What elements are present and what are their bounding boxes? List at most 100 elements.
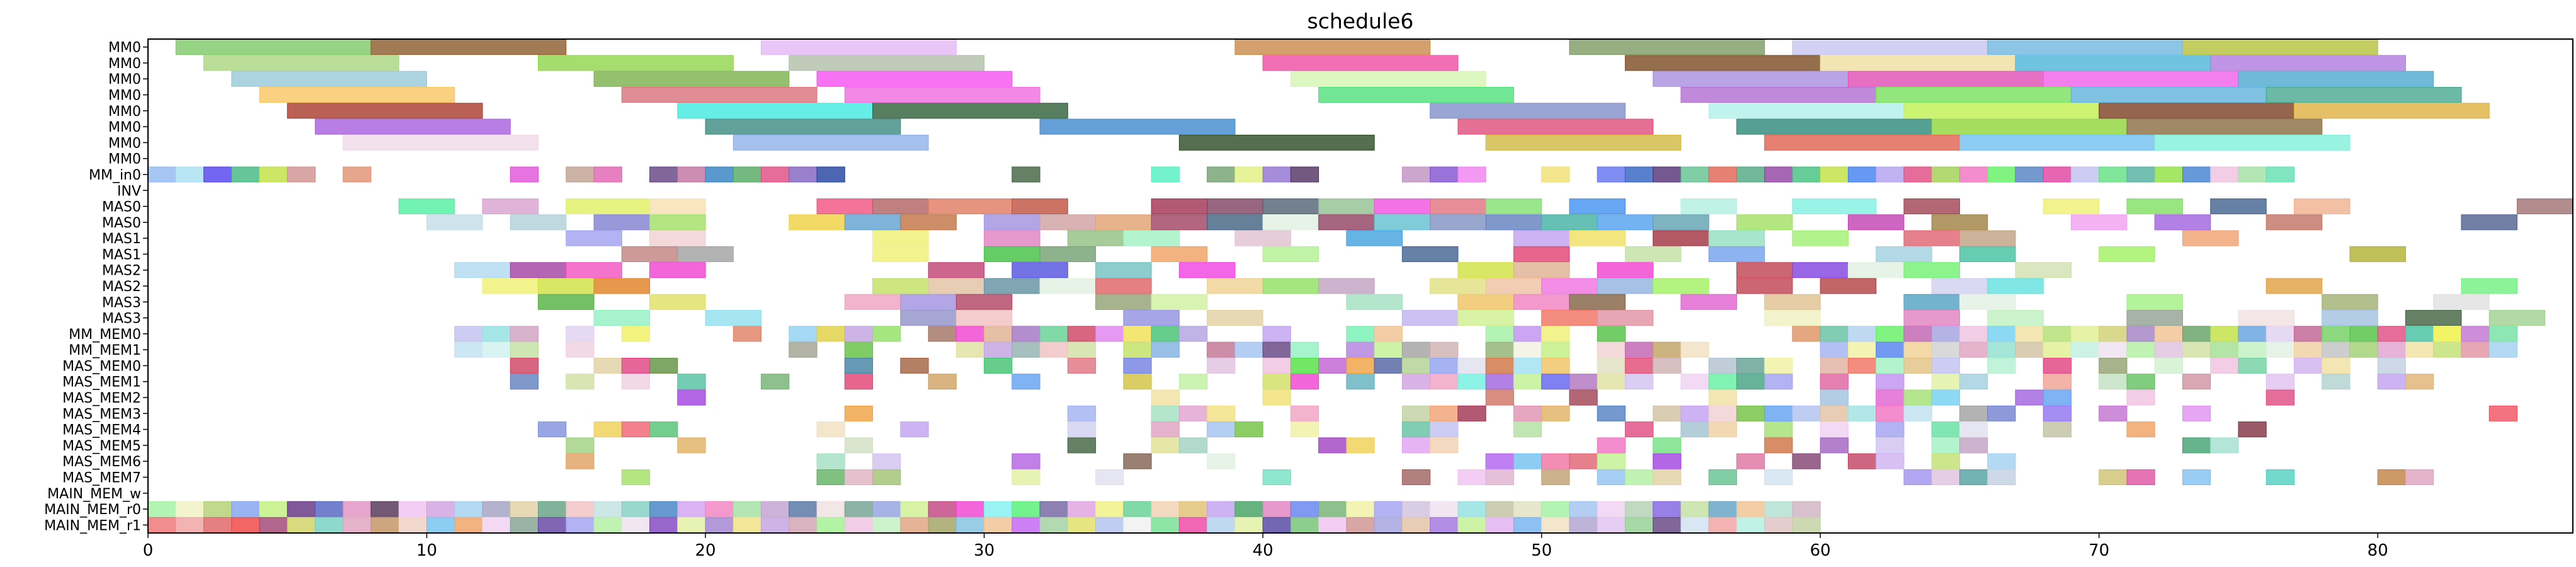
task-bar (1485, 198, 1542, 215)
task-bar (761, 517, 790, 533)
task-bar (872, 230, 929, 246)
task-bar (2349, 326, 2378, 342)
task-bar (1624, 501, 1654, 517)
task-bar (2461, 326, 2490, 342)
task-bar (1708, 230, 1765, 246)
task-bar (1067, 357, 1097, 374)
task-bar (2070, 326, 2100, 342)
y-tick-label: MAS_MEM2 (62, 391, 141, 406)
task-bar (2126, 310, 2183, 326)
task-bar (1876, 421, 1905, 438)
task-bar (621, 357, 651, 374)
task-bar (1290, 405, 1319, 421)
task-bar (1597, 501, 1626, 517)
task-bar (1178, 326, 1208, 342)
task-bar (705, 310, 762, 326)
task-bar (2015, 326, 2044, 342)
task-bar (538, 501, 567, 517)
task-bar (2126, 326, 2155, 342)
task-bar (1374, 357, 1403, 374)
task-bar (426, 214, 483, 231)
task-bar (2238, 71, 2434, 87)
task-bar (1708, 166, 1737, 183)
task-bar (1290, 421, 1319, 438)
task-bar (2433, 294, 2490, 310)
task-bar (1847, 262, 1905, 278)
task-bar (2210, 55, 2406, 71)
task-bar (2265, 389, 2294, 406)
task-bar (1207, 278, 1263, 294)
task-bar (677, 374, 706, 390)
task-bar (370, 501, 399, 517)
task-bar (677, 517, 706, 533)
task-bar (1597, 262, 1654, 278)
task-bar (510, 326, 539, 342)
task-bar (1987, 453, 2016, 469)
task-bar (1736, 501, 1765, 517)
task-bar (1485, 389, 1514, 406)
task-bar (928, 262, 985, 278)
task-bar (1457, 294, 1514, 310)
task-bar (1736, 166, 1765, 183)
task-bar (2126, 341, 2155, 358)
task-bar (175, 39, 372, 55)
task-bar (1708, 374, 1737, 390)
task-bar (1151, 389, 1180, 406)
task-bar (1290, 374, 1319, 390)
task-bar (1207, 453, 1236, 469)
task-bar (2322, 310, 2378, 326)
y-tick-label: MAS1 (102, 231, 141, 247)
task-bar (510, 501, 539, 517)
task-bar (566, 374, 595, 390)
task-bar (1653, 437, 1682, 454)
task-bar (1430, 405, 1459, 421)
task-bar (1207, 214, 1263, 231)
task-bar (2043, 357, 2072, 374)
task-bar (1680, 501, 1709, 517)
task-bar (1012, 262, 1068, 278)
task-bar (844, 87, 1040, 103)
task-bar (2322, 294, 2378, 310)
task-bar (1764, 469, 1793, 485)
task-bar (1513, 230, 1570, 246)
task-bar (1987, 278, 2044, 294)
task-bar (1541, 501, 1570, 517)
task-bar (1987, 166, 2016, 183)
task-bar (1680, 374, 1709, 390)
task-bar (984, 278, 1040, 294)
task-bar (1290, 166, 1319, 183)
task-bar (1012, 341, 1040, 358)
task-bar (621, 501, 651, 517)
task-bar (872, 198, 929, 215)
task-bar (984, 517, 1013, 533)
task-bar (1346, 341, 1375, 358)
task-bar (538, 421, 567, 438)
task-bar (1764, 437, 1793, 454)
task-bar (677, 246, 734, 262)
task-bar (1903, 469, 1932, 485)
task-bar (1485, 214, 1542, 231)
task-bar (1485, 453, 1514, 469)
task-bar (1262, 198, 1319, 215)
task-bar (1597, 166, 1626, 183)
task-bar (231, 517, 260, 533)
task-bar (1541, 341, 1570, 358)
task-bar (1847, 405, 1877, 421)
task-bar (482, 501, 511, 517)
task-bar (1151, 421, 1180, 438)
task-bar (1151, 166, 1180, 183)
task-bar (928, 326, 957, 342)
task-bar (1876, 246, 1932, 262)
task-bar (1513, 341, 1542, 358)
task-bar (259, 517, 288, 533)
task-bar (1346, 437, 1375, 454)
task-bar (1178, 262, 1236, 278)
x-tick-label: 0 (143, 541, 154, 560)
task-bar (955, 341, 985, 358)
task-bar (1931, 166, 1960, 183)
task-bar (2015, 389, 2044, 406)
task-bar (2182, 405, 2211, 421)
task-bar (1262, 341, 1291, 358)
task-bar (1178, 134, 1375, 151)
task-bar (621, 87, 818, 103)
